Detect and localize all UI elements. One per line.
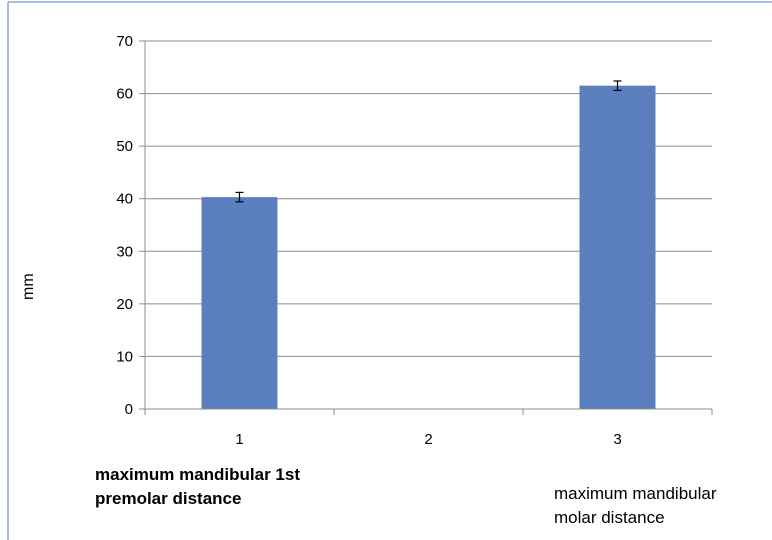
bar-3: [579, 85, 656, 409]
annotation-molar-line1: maximum mandibular: [554, 484, 717, 503]
y-tick-label-70: 70: [116, 33, 133, 50]
annotation-molar-line2: molar distance: [554, 508, 665, 527]
x-tick-labels: 1 2 3: [235, 431, 621, 448]
x-tick-label-1: 1: [235, 431, 243, 448]
y-tick-label-0: 0: [125, 401, 133, 418]
annotation-premolar-line1: maximum mandibular 1st: [95, 465, 301, 484]
y-tick-label-20: 20: [116, 296, 133, 313]
y-tick-label-40: 40: [116, 191, 133, 208]
annotation-molar: maximum mandibular molar distance: [554, 482, 717, 530]
bars: [201, 80, 656, 409]
y-tick-labels: 0 10 20 30 40 50 60 70: [116, 33, 133, 418]
x-tick-label-3: 3: [613, 431, 621, 448]
y-tick-label-50: 50: [116, 138, 133, 155]
axes: [144, 41, 713, 415]
y-tick-label-10: 10: [116, 348, 133, 365]
bar-1: [201, 197, 278, 409]
x-tick-label-2: 2: [424, 431, 432, 448]
annotation-premolar: maximum mandibular 1st premolar distance: [95, 463, 300, 511]
y-axis-label: mm: [20, 273, 37, 300]
y-tick-label-60: 60: [116, 86, 133, 103]
annotation-premolar-line2: premolar distance: [95, 489, 242, 508]
y-tick-label-30: 30: [116, 243, 133, 260]
